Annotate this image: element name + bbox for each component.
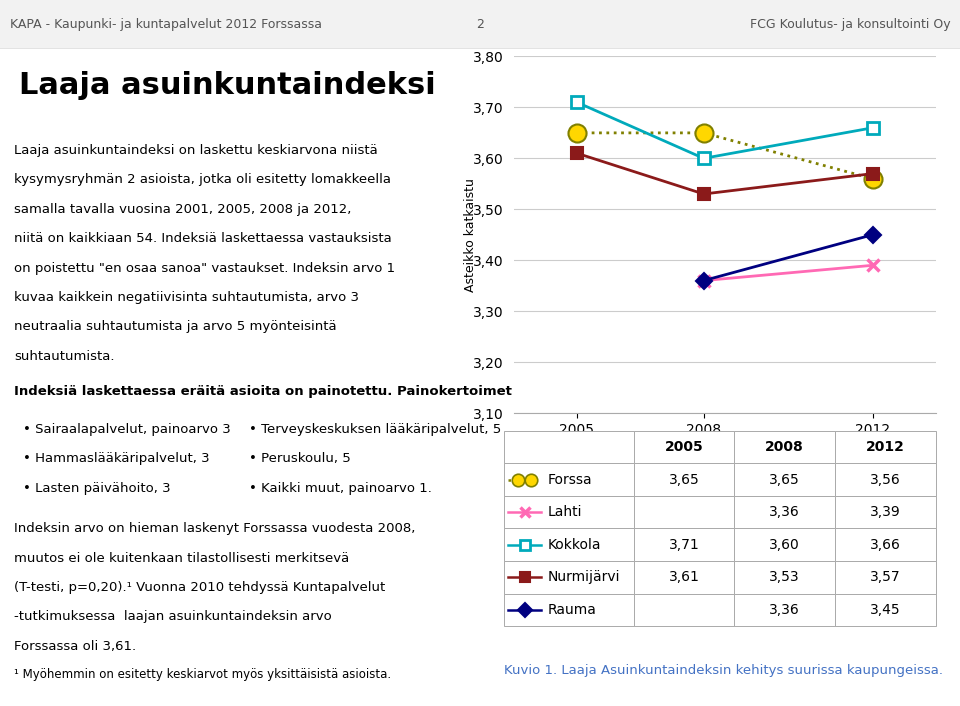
Nurmijärvi xyxy=(867,169,878,178)
Text: Kuvio 1. Laaja Asuinkuntaindeksin kehitys suurissa kaupungeissa.: Kuvio 1. Laaja Asuinkuntaindeksin kehity… xyxy=(504,664,943,676)
Text: 2012: 2012 xyxy=(866,440,904,454)
Rauma xyxy=(698,276,709,285)
Text: -tutkimuksessa  laajan asuinkuntaindeksin arvo: -tutkimuksessa laajan asuinkuntaindeksin… xyxy=(14,610,332,623)
Bar xyxy=(504,594,634,626)
Bar xyxy=(734,496,835,528)
Rauma xyxy=(867,231,878,239)
Bar xyxy=(504,528,634,561)
Kokkola xyxy=(571,98,583,107)
Text: muutos ei ole kuitenkaan tilastollisesti merkitsevä: muutos ei ole kuitenkaan tilastollisesti… xyxy=(14,551,349,565)
Nurmijärvi xyxy=(571,149,583,157)
Forssa xyxy=(571,128,583,137)
Text: 2: 2 xyxy=(476,18,484,31)
Text: 3,57: 3,57 xyxy=(870,570,900,585)
Kokkola xyxy=(867,124,878,132)
Text: 3,61: 3,61 xyxy=(668,570,700,585)
Text: • Lasten päivähoito, 3: • Lasten päivähoito, 3 xyxy=(23,481,171,494)
Bar xyxy=(504,561,634,594)
Bar xyxy=(835,496,936,528)
Text: Kokkola: Kokkola xyxy=(547,538,601,551)
Text: Laaja asuinkuntaindeksi on laskettu keskiarvona niistä: Laaja asuinkuntaindeksi on laskettu kesk… xyxy=(14,144,378,157)
Bar xyxy=(634,496,734,528)
Text: • Peruskoulu, 5: • Peruskoulu, 5 xyxy=(250,452,351,465)
Bar xyxy=(734,463,835,496)
Bar xyxy=(504,463,634,496)
Text: 3,56: 3,56 xyxy=(870,472,900,486)
Bar xyxy=(634,528,734,561)
Text: Forssa: Forssa xyxy=(547,472,591,486)
Bar xyxy=(835,528,936,561)
Text: 2008: 2008 xyxy=(765,440,804,454)
Text: neutraalia suhtautumista ja arvo 5 myönteisintä: neutraalia suhtautumista ja arvo 5 myönt… xyxy=(14,321,337,333)
Text: 2005: 2005 xyxy=(664,440,704,454)
Text: ¹ Myöhemmin on esitetty keskiarvot myös yksittäisistä asioista.: ¹ Myöhemmin on esitetty keskiarvot myös … xyxy=(14,668,392,681)
Text: Asteikko katkaistu: Asteikko katkaistu xyxy=(464,178,477,292)
Bar xyxy=(634,431,734,463)
Bar xyxy=(835,594,936,626)
Text: 3,36: 3,36 xyxy=(769,603,800,617)
Text: 3,45: 3,45 xyxy=(870,603,900,617)
Text: FCG Koulutus- ja konsultointi Oy: FCG Koulutus- ja konsultointi Oy xyxy=(750,18,950,31)
Text: 3,53: 3,53 xyxy=(769,570,800,585)
Text: 3,65: 3,65 xyxy=(668,472,699,486)
Line: Kokkola: Kokkola xyxy=(570,96,879,164)
Bar xyxy=(734,594,835,626)
Text: 3,71: 3,71 xyxy=(668,538,699,551)
Text: Indeksiä laskettaessa eräitä asioita on painotettu. Painokertoimet ovat: Indeksiä laskettaessa eräitä asioita on … xyxy=(14,385,550,397)
Line: Rauma: Rauma xyxy=(698,229,878,286)
Text: Laaja asuinkuntaindeksi: Laaja asuinkuntaindeksi xyxy=(19,71,436,100)
Bar xyxy=(835,463,936,496)
Text: kuvaa kaikkein negatiivisinta suhtautumista, arvo 3: kuvaa kaikkein negatiivisinta suhtautumi… xyxy=(14,291,359,304)
Text: samalla tavalla vuosina 2001, 2005, 2008 ja 2012,: samalla tavalla vuosina 2001, 2005, 2008… xyxy=(14,203,351,216)
Text: • Terveyskeskuksen lääkäripalvelut, 5: • Terveyskeskuksen lääkäripalvelut, 5 xyxy=(250,423,501,436)
Bar xyxy=(835,431,936,463)
Text: (T-testi, p=0,20).¹ Vuonna 2010 tehdyssä Kuntapalvelut: (T-testi, p=0,20).¹ Vuonna 2010 tehdyssä… xyxy=(14,581,386,594)
Text: 3,36: 3,36 xyxy=(769,505,800,519)
Text: kysymysryhmän 2 asioista, jotka oli esitetty lomakkeella: kysymysryhmän 2 asioista, jotka oli esit… xyxy=(14,174,392,186)
Bar xyxy=(504,496,634,528)
Bar xyxy=(504,431,634,463)
Lahti xyxy=(698,276,709,285)
Text: • Sairaalapalvelut, painoarvo 3: • Sairaalapalvelut, painoarvo 3 xyxy=(23,423,231,436)
Bar xyxy=(835,561,936,594)
Line: Nurmijärvi: Nurmijärvi xyxy=(570,147,879,201)
Text: 3,39: 3,39 xyxy=(870,505,900,519)
Line: Lahti: Lahti xyxy=(697,259,879,287)
Forssa xyxy=(698,128,709,137)
Text: Nurmijärvi: Nurmijärvi xyxy=(547,570,620,585)
Nurmijärvi xyxy=(698,190,709,198)
Text: Indeksin arvo on hieman laskenyt Forssassa vuodesta 2008,: Indeksin arvo on hieman laskenyt Forssas… xyxy=(14,522,416,535)
Text: • Hammaslääkäripalvelut, 3: • Hammaslääkäripalvelut, 3 xyxy=(23,452,210,465)
Text: KAPA - Kaupunki- ja kuntapalvelut 2012 Forssassa: KAPA - Kaupunki- ja kuntapalvelut 2012 F… xyxy=(10,18,322,31)
Text: Forssassa oli 3,61.: Forssassa oli 3,61. xyxy=(14,640,136,652)
Kokkola xyxy=(698,154,709,162)
Forssa xyxy=(867,174,878,183)
Text: niitä on kaikkiaan 54. Indeksiä laskettaessa vastauksista: niitä on kaikkiaan 54. Indeksiä lasketta… xyxy=(14,232,392,245)
Bar xyxy=(634,561,734,594)
Text: Lahti: Lahti xyxy=(547,505,582,519)
Text: on poistettu "en osaa sanoa" vastaukset. Indeksin arvo 1: on poistettu "en osaa sanoa" vastaukset.… xyxy=(14,261,396,275)
Text: • Kaikki muut, painoarvo 1.: • Kaikki muut, painoarvo 1. xyxy=(250,481,432,494)
Text: 3,66: 3,66 xyxy=(870,538,900,551)
Bar xyxy=(734,561,835,594)
Text: Rauma: Rauma xyxy=(547,603,596,617)
Bar xyxy=(734,431,835,463)
Bar xyxy=(734,528,835,561)
Lahti xyxy=(867,261,878,270)
Bar xyxy=(634,594,734,626)
Line: Forssa: Forssa xyxy=(568,124,881,188)
Text: 3,65: 3,65 xyxy=(769,472,800,486)
Text: 3,60: 3,60 xyxy=(769,538,800,551)
Text: suhtautumista.: suhtautumista. xyxy=(14,349,114,363)
Bar xyxy=(634,463,734,496)
